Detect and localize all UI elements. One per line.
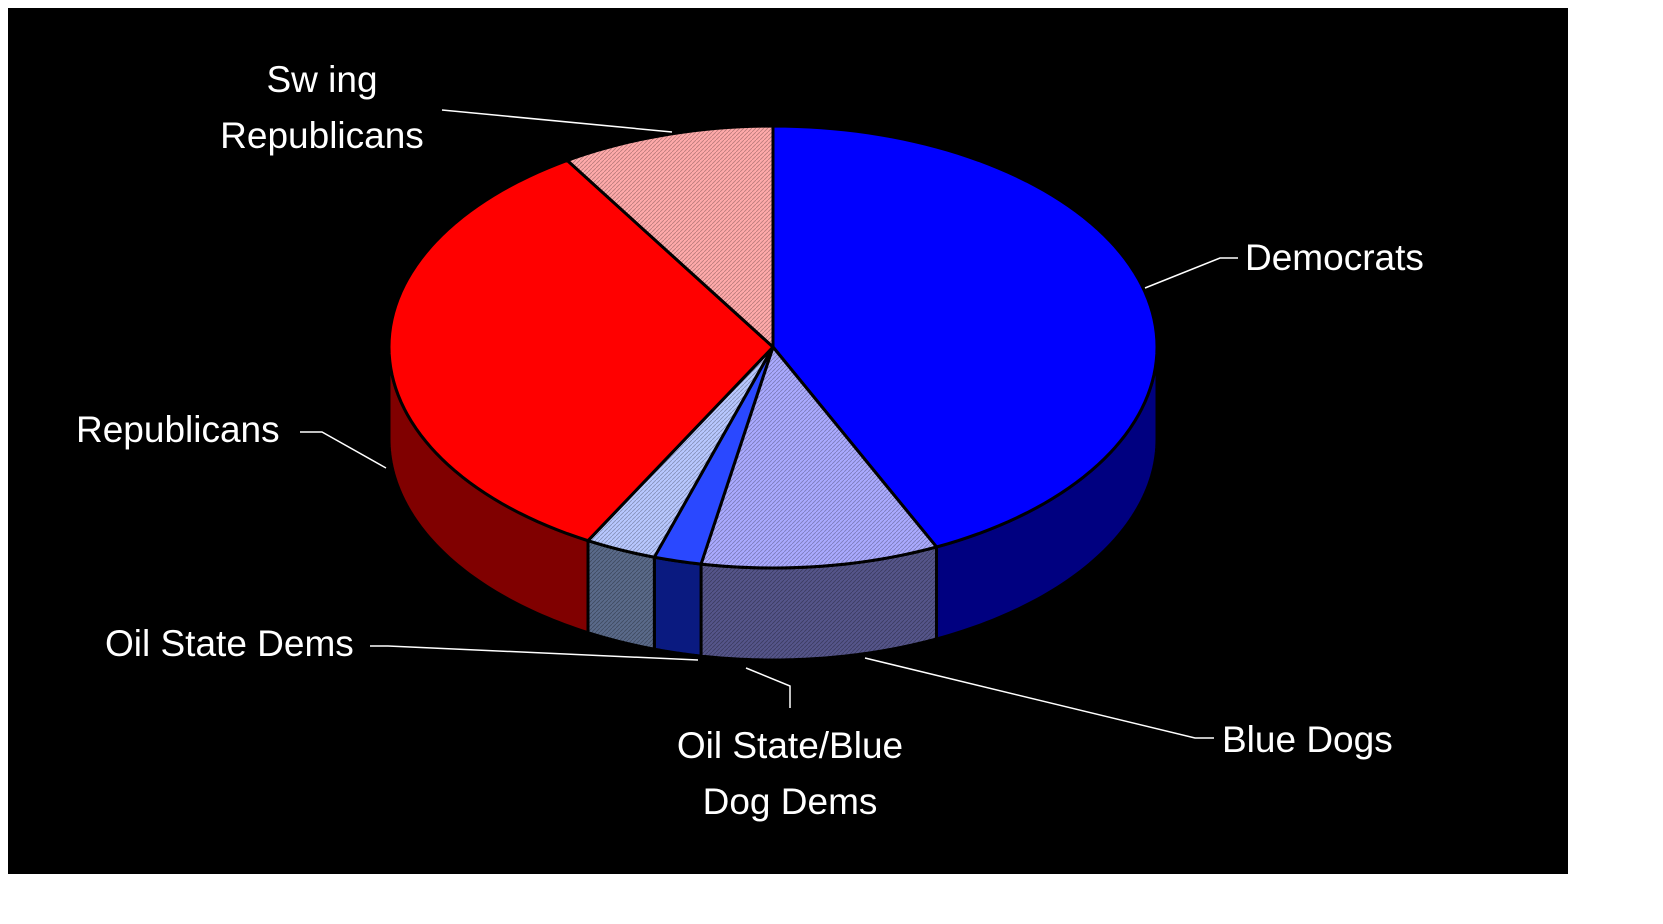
leader-line-oil-state-dems <box>370 645 699 661</box>
label-blue-dogs: Blue Dogs <box>1222 719 1393 760</box>
leader-line-republicans <box>300 431 387 469</box>
label-oil-state-blue-dog-dems-line-2: Dog Dems <box>703 781 878 822</box>
slice-democrats <box>771 124 1159 549</box>
slice-oil-state-dems-texture <box>588 347 773 558</box>
label-democrats: Democrats <box>1245 237 1424 278</box>
label-blue-dogs-line-1: Blue Dogs <box>1222 719 1393 760</box>
leader-line-swing-republicans <box>441 109 673 133</box>
leader-lines <box>300 109 1238 739</box>
label-swing-republicans-line-1: Sw ing <box>266 59 377 100</box>
side-blue-dogs-texture <box>701 546 937 660</box>
slice-blue-dogs-texture <box>701 347 937 568</box>
label-democrats-line-1: Democrats <box>1245 237 1424 278</box>
label-oil-state-blue-dog-dems-line-1: Oil State/Blue <box>677 725 903 766</box>
slice-swing-republicans-texture <box>567 126 773 347</box>
side-oil-state-dems-texture <box>588 540 655 650</box>
pie-side-walls <box>387 345 1159 662</box>
slice-republicans <box>387 158 775 543</box>
label-swing-republicans-line-2: Republicans <box>220 115 424 156</box>
leader-line-oil-state-blue-dog-dems <box>745 667 791 708</box>
side-oil-state-blue-dog-dems <box>652 555 703 658</box>
label-republicans: Republicans <box>76 409 280 450</box>
label-oil-state-dems-line-1: Oil State Dems <box>105 623 354 664</box>
label-swing-republicans: Sw ing Republicans <box>220 59 424 156</box>
slice-labels: Democrats Blue Dogs Oil State/Blue Dog Dems… <box>76 59 1424 822</box>
label-oil-state-dems: Oil State Dems <box>105 623 354 664</box>
label-oil-state-blue-dog-dems: Oil State/Blue Dog Dems <box>677 725 903 822</box>
pie-top-faces <box>387 124 1159 570</box>
leader-line-blue-dogs <box>864 657 1214 739</box>
leader-line-democrats <box>1144 257 1238 289</box>
label-republicans-line-1: Republicans <box>76 409 280 450</box>
